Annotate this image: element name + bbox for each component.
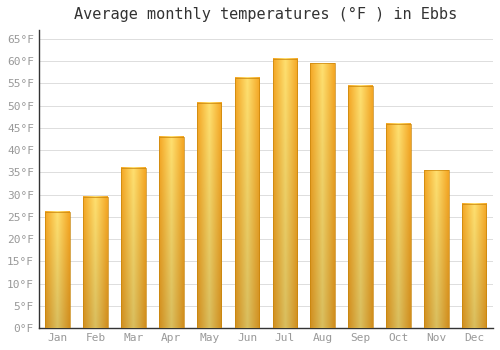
Bar: [159, 137, 184, 328]
Bar: [462, 204, 486, 328]
Bar: [272, 58, 297, 328]
Bar: [84, 197, 108, 328]
Bar: [121, 168, 146, 328]
Bar: [348, 86, 373, 328]
Bar: [310, 63, 335, 328]
Title: Average monthly temperatures (°F ) in Ebbs: Average monthly temperatures (°F ) in Eb…: [74, 7, 458, 22]
Bar: [46, 212, 70, 328]
Bar: [424, 170, 448, 328]
Bar: [197, 103, 222, 328]
Bar: [234, 78, 260, 328]
Bar: [386, 124, 410, 328]
